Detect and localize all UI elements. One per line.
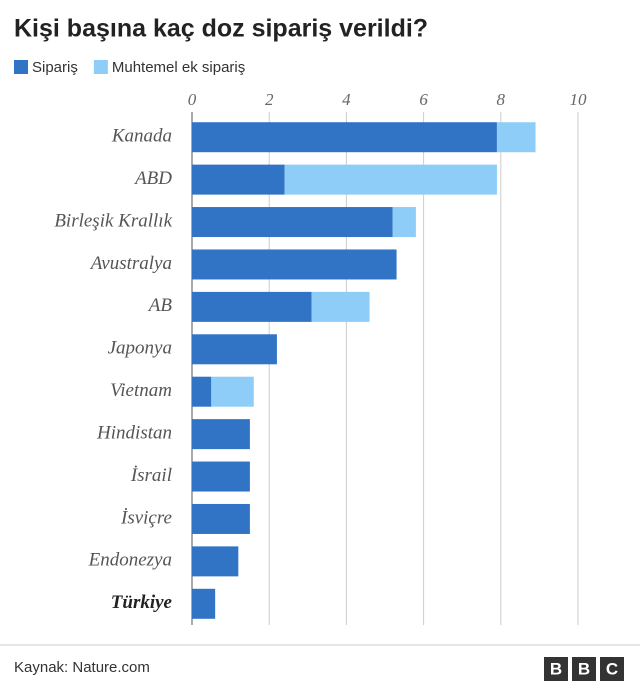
logo-letter: B xyxy=(578,659,590,678)
y-tick-label: Vietnam xyxy=(110,380,172,401)
y-tick-label: Hindistan xyxy=(96,422,172,443)
bar xyxy=(192,376,212,407)
y-tick-label: Avustralya xyxy=(89,253,172,274)
bar xyxy=(192,291,312,322)
bar xyxy=(192,588,216,619)
bar xyxy=(392,207,416,238)
legend-swatch xyxy=(93,60,108,74)
y-tick-label: İsrail xyxy=(130,465,172,486)
y-tick-label: Birleşik Krallık xyxy=(54,210,172,231)
x-tick-label: 2 xyxy=(265,90,274,109)
bar xyxy=(192,461,250,492)
logo-box xyxy=(572,657,596,681)
x-tick-label: 4 xyxy=(342,90,351,109)
bar xyxy=(192,419,250,450)
logo-box xyxy=(544,657,568,681)
bar xyxy=(192,164,285,195)
bar xyxy=(496,122,536,153)
logo-letter: C xyxy=(606,659,618,678)
logo-letter: B xyxy=(550,659,562,678)
x-tick-label: 8 xyxy=(497,90,506,109)
y-tick-label: Endonezya xyxy=(88,550,172,571)
y-tick-label: Japonya xyxy=(108,338,172,359)
y-tick-label: İsviçre xyxy=(120,507,172,528)
y-tick-label: Türkiye xyxy=(111,592,173,613)
bar xyxy=(311,291,370,322)
logo-box xyxy=(600,657,624,681)
legend-label: Muhtemel ek sipariş xyxy=(112,59,245,76)
bar xyxy=(192,249,397,280)
y-tick-label: AB xyxy=(147,295,173,316)
chart-title: Kişi başına kaç doz sipariş verildi? xyxy=(14,15,428,43)
legend-label: Sipariş xyxy=(32,59,78,76)
y-tick-label: ABD xyxy=(133,168,172,189)
bar xyxy=(192,334,277,365)
bar xyxy=(211,376,254,407)
bar xyxy=(192,207,393,238)
y-tick-label: Kanada xyxy=(111,126,172,147)
x-tick-label: 6 xyxy=(419,90,428,109)
source: Kaynak: Nature.com xyxy=(14,659,150,676)
bar xyxy=(192,546,239,577)
legend-swatch xyxy=(14,60,28,74)
bar xyxy=(192,503,250,534)
x-tick-label: 10 xyxy=(570,90,588,109)
bar xyxy=(192,122,497,153)
x-tick-label: 0 xyxy=(188,90,197,109)
bar xyxy=(284,164,497,195)
